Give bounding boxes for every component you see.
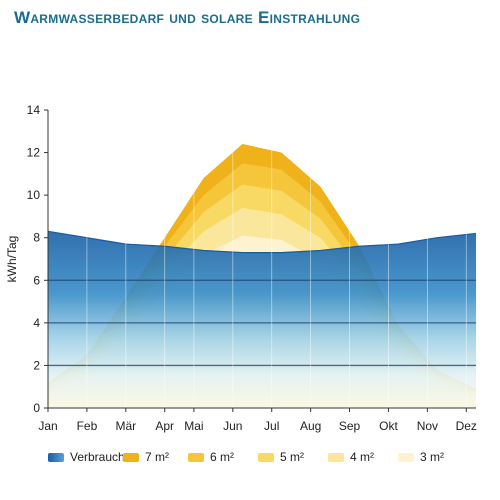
y-axis-label: kWh/Tag <box>5 236 19 283</box>
x-tick-label: Mär <box>115 419 136 433</box>
x-tick-label: Jul <box>264 419 279 433</box>
y-tick-label: 0 <box>33 401 40 415</box>
legend-swatch <box>48 453 64 462</box>
y-tick-label: 10 <box>27 188 41 202</box>
x-tick-label: Feb <box>77 419 98 433</box>
y-tick-label: 8 <box>33 231 40 245</box>
legend-swatch <box>123 453 139 462</box>
x-tick-label: Okt <box>379 419 398 433</box>
legend-label: Verbrauch <box>70 450 125 464</box>
legend-swatch <box>258 453 274 462</box>
consumption-area <box>48 231 476 408</box>
legend-label: 6 m² <box>210 450 234 464</box>
legend-label: 4 m² <box>350 450 374 464</box>
x-tick-label: Aug <box>300 419 321 433</box>
x-tick-label: Nov <box>417 419 438 433</box>
x-tick-label: Apr <box>155 419 174 433</box>
chart-title: Warmwasserbedarf und solare Einstrahlung <box>14 8 361 27</box>
x-tick-label: Dez <box>456 419 477 433</box>
x-tick-label: Sep <box>339 419 361 433</box>
legend-label: 3 m² <box>420 450 444 464</box>
legend-label: 7 m² <box>145 450 169 464</box>
y-tick-label: 6 <box>33 273 40 287</box>
y-tick-label: 14 <box>27 103 41 117</box>
legend-swatch <box>398 453 414 462</box>
x-tick-label: Mai <box>184 419 203 433</box>
consumption-line <box>48 230 476 254</box>
legend-swatch <box>328 453 344 462</box>
x-tick-label: Jan <box>38 419 57 433</box>
y-tick-label: 12 <box>27 146 41 160</box>
legend-swatch <box>188 453 204 462</box>
x-tick-label: Jun <box>223 419 242 433</box>
y-tick-label: 2 <box>33 358 40 372</box>
y-tick-label: 4 <box>33 316 40 330</box>
legend-label: 5 m² <box>280 450 304 464</box>
